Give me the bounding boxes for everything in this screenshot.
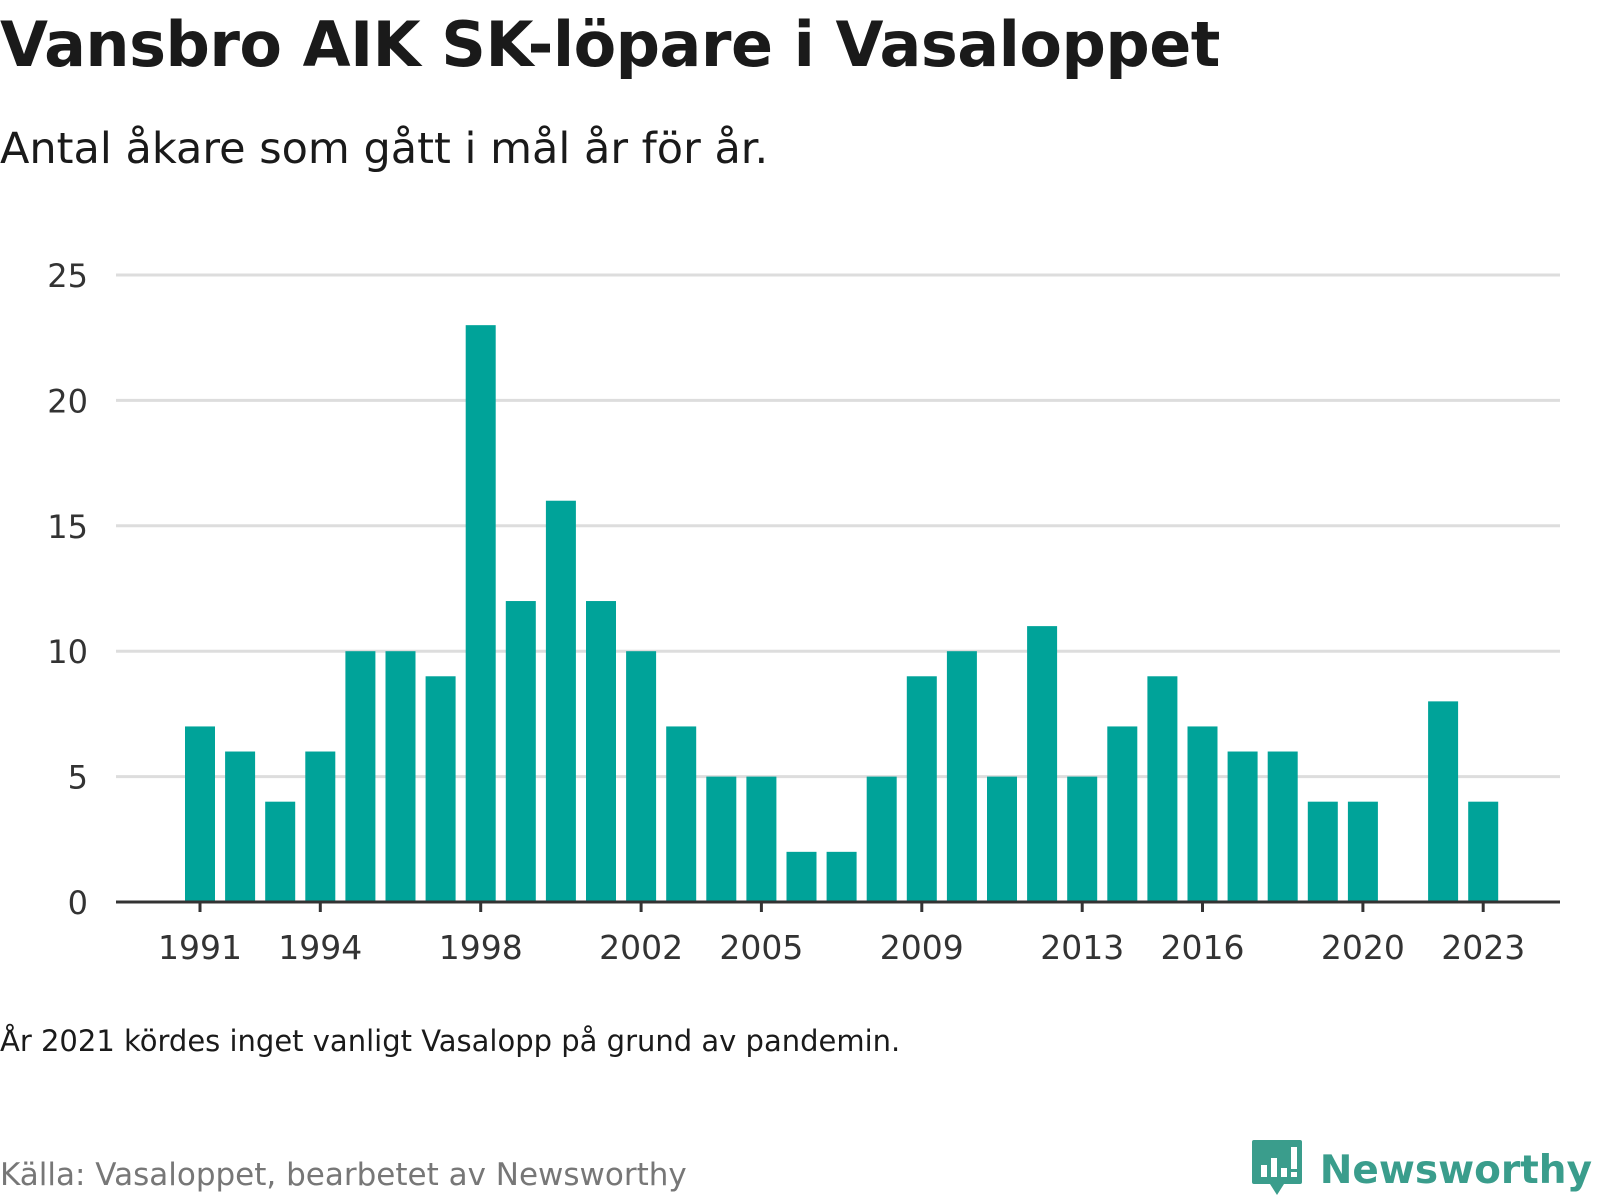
- y-tick-label: 10: [47, 633, 88, 671]
- brand-name: Newsworthy: [1319, 1147, 1592, 1193]
- bar: [465, 325, 496, 902]
- bar: [1428, 701, 1459, 902]
- gridlines: [116, 273, 1560, 779]
- axes: 0 5 10 15 20 25 1991 1994 1998 2002 2005 2009 2013 20…: [47, 257, 1560, 960]
- y-tick-label: 0: [68, 884, 88, 922]
- y-tick-label: 20: [47, 382, 88, 420]
- newsworthy-brand: Newsworthy: [1250, 1138, 1592, 1202]
- bar: [946, 651, 977, 902]
- bar: [666, 726, 697, 902]
- bar: [185, 726, 215, 902]
- bar: [1347, 801, 1378, 902]
- x-tick-label: 2016: [1161, 928, 1245, 960]
- bar: [1147, 676, 1178, 902]
- newsworthy-logo-icon: [1250, 1138, 1304, 1202]
- bar: [826, 851, 857, 902]
- bar: [1027, 626, 1058, 902]
- bar: [626, 651, 657, 902]
- bar: [1227, 751, 1258, 902]
- source-credit: Källa: Vasaloppet, bearbetet av Newswort…: [0, 1157, 687, 1193]
- bar: [746, 776, 777, 902]
- y-tick-label: 15: [47, 508, 88, 546]
- bar: [225, 751, 256, 902]
- bar: [987, 776, 1017, 902]
- x-tick-label: 2005: [719, 928, 803, 960]
- x-tick-label: 2023: [1441, 928, 1525, 960]
- bar: [706, 776, 737, 902]
- bar: [265, 801, 296, 902]
- x-tick-label: 1994: [278, 928, 362, 960]
- bar: [1067, 776, 1098, 902]
- bar: [1307, 801, 1338, 902]
- chart-subtitle: Antal åkare som gått i mål år för år.: [0, 124, 769, 174]
- x-tick-label: 2020: [1321, 928, 1405, 960]
- bar: [425, 676, 456, 902]
- y-tick-label: 25: [47, 257, 88, 295]
- x-tick-label: 1998: [439, 928, 523, 960]
- bar: [505, 601, 536, 902]
- bar: [305, 751, 336, 902]
- bar: [345, 651, 376, 902]
- x-tick-label: 2002: [599, 928, 683, 960]
- bar: [385, 651, 416, 902]
- chart-note: År 2021 kördes inget vanligt Vasalopp på…: [0, 1024, 901, 1058]
- bar: [1107, 726, 1138, 902]
- bar: [545, 500, 576, 902]
- y-tick-label: 5: [68, 759, 88, 797]
- bar: [1187, 726, 1218, 902]
- bar: [1267, 751, 1298, 902]
- x-tick-label: 2013: [1040, 928, 1124, 960]
- bar-chart: 0 5 10 15 20 25 1991 1994 1998 2002 2005 2009 2013 20…: [47, 257, 1560, 960]
- x-tick-label: 1991: [158, 928, 242, 960]
- bar: [786, 851, 817, 902]
- chart-title: Vansbro AIK SK-löpare i Vasaloppet: [0, 8, 1220, 81]
- bar: [906, 676, 937, 902]
- bars: [185, 325, 1499, 902]
- bar: [586, 601, 616, 902]
- x-tick-label: 2009: [880, 928, 964, 960]
- bar: [866, 776, 897, 902]
- bar: [1468, 801, 1499, 902]
